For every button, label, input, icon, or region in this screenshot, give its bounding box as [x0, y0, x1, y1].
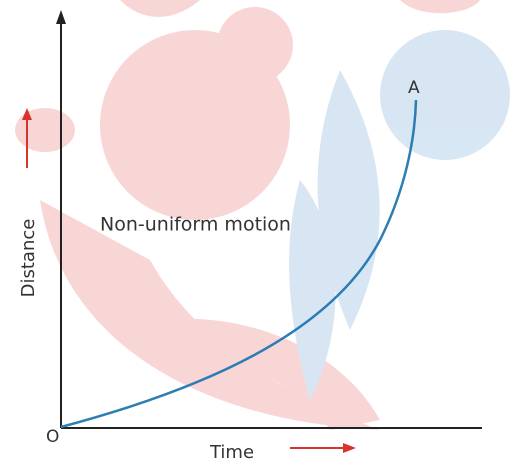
diagram: O A Non-uniform motion Distance Time: [0, 0, 511, 468]
y-axis-label: Distance: [18, 219, 39, 298]
end-label: A: [408, 78, 420, 98]
x-direction-arrow: [290, 443, 356, 453]
curve-label: Non-uniform motion: [100, 214, 291, 236]
x-axis-label: Time: [209, 442, 254, 463]
origin-label: O: [46, 427, 59, 447]
y-axis-arrowhead: [56, 10, 66, 24]
